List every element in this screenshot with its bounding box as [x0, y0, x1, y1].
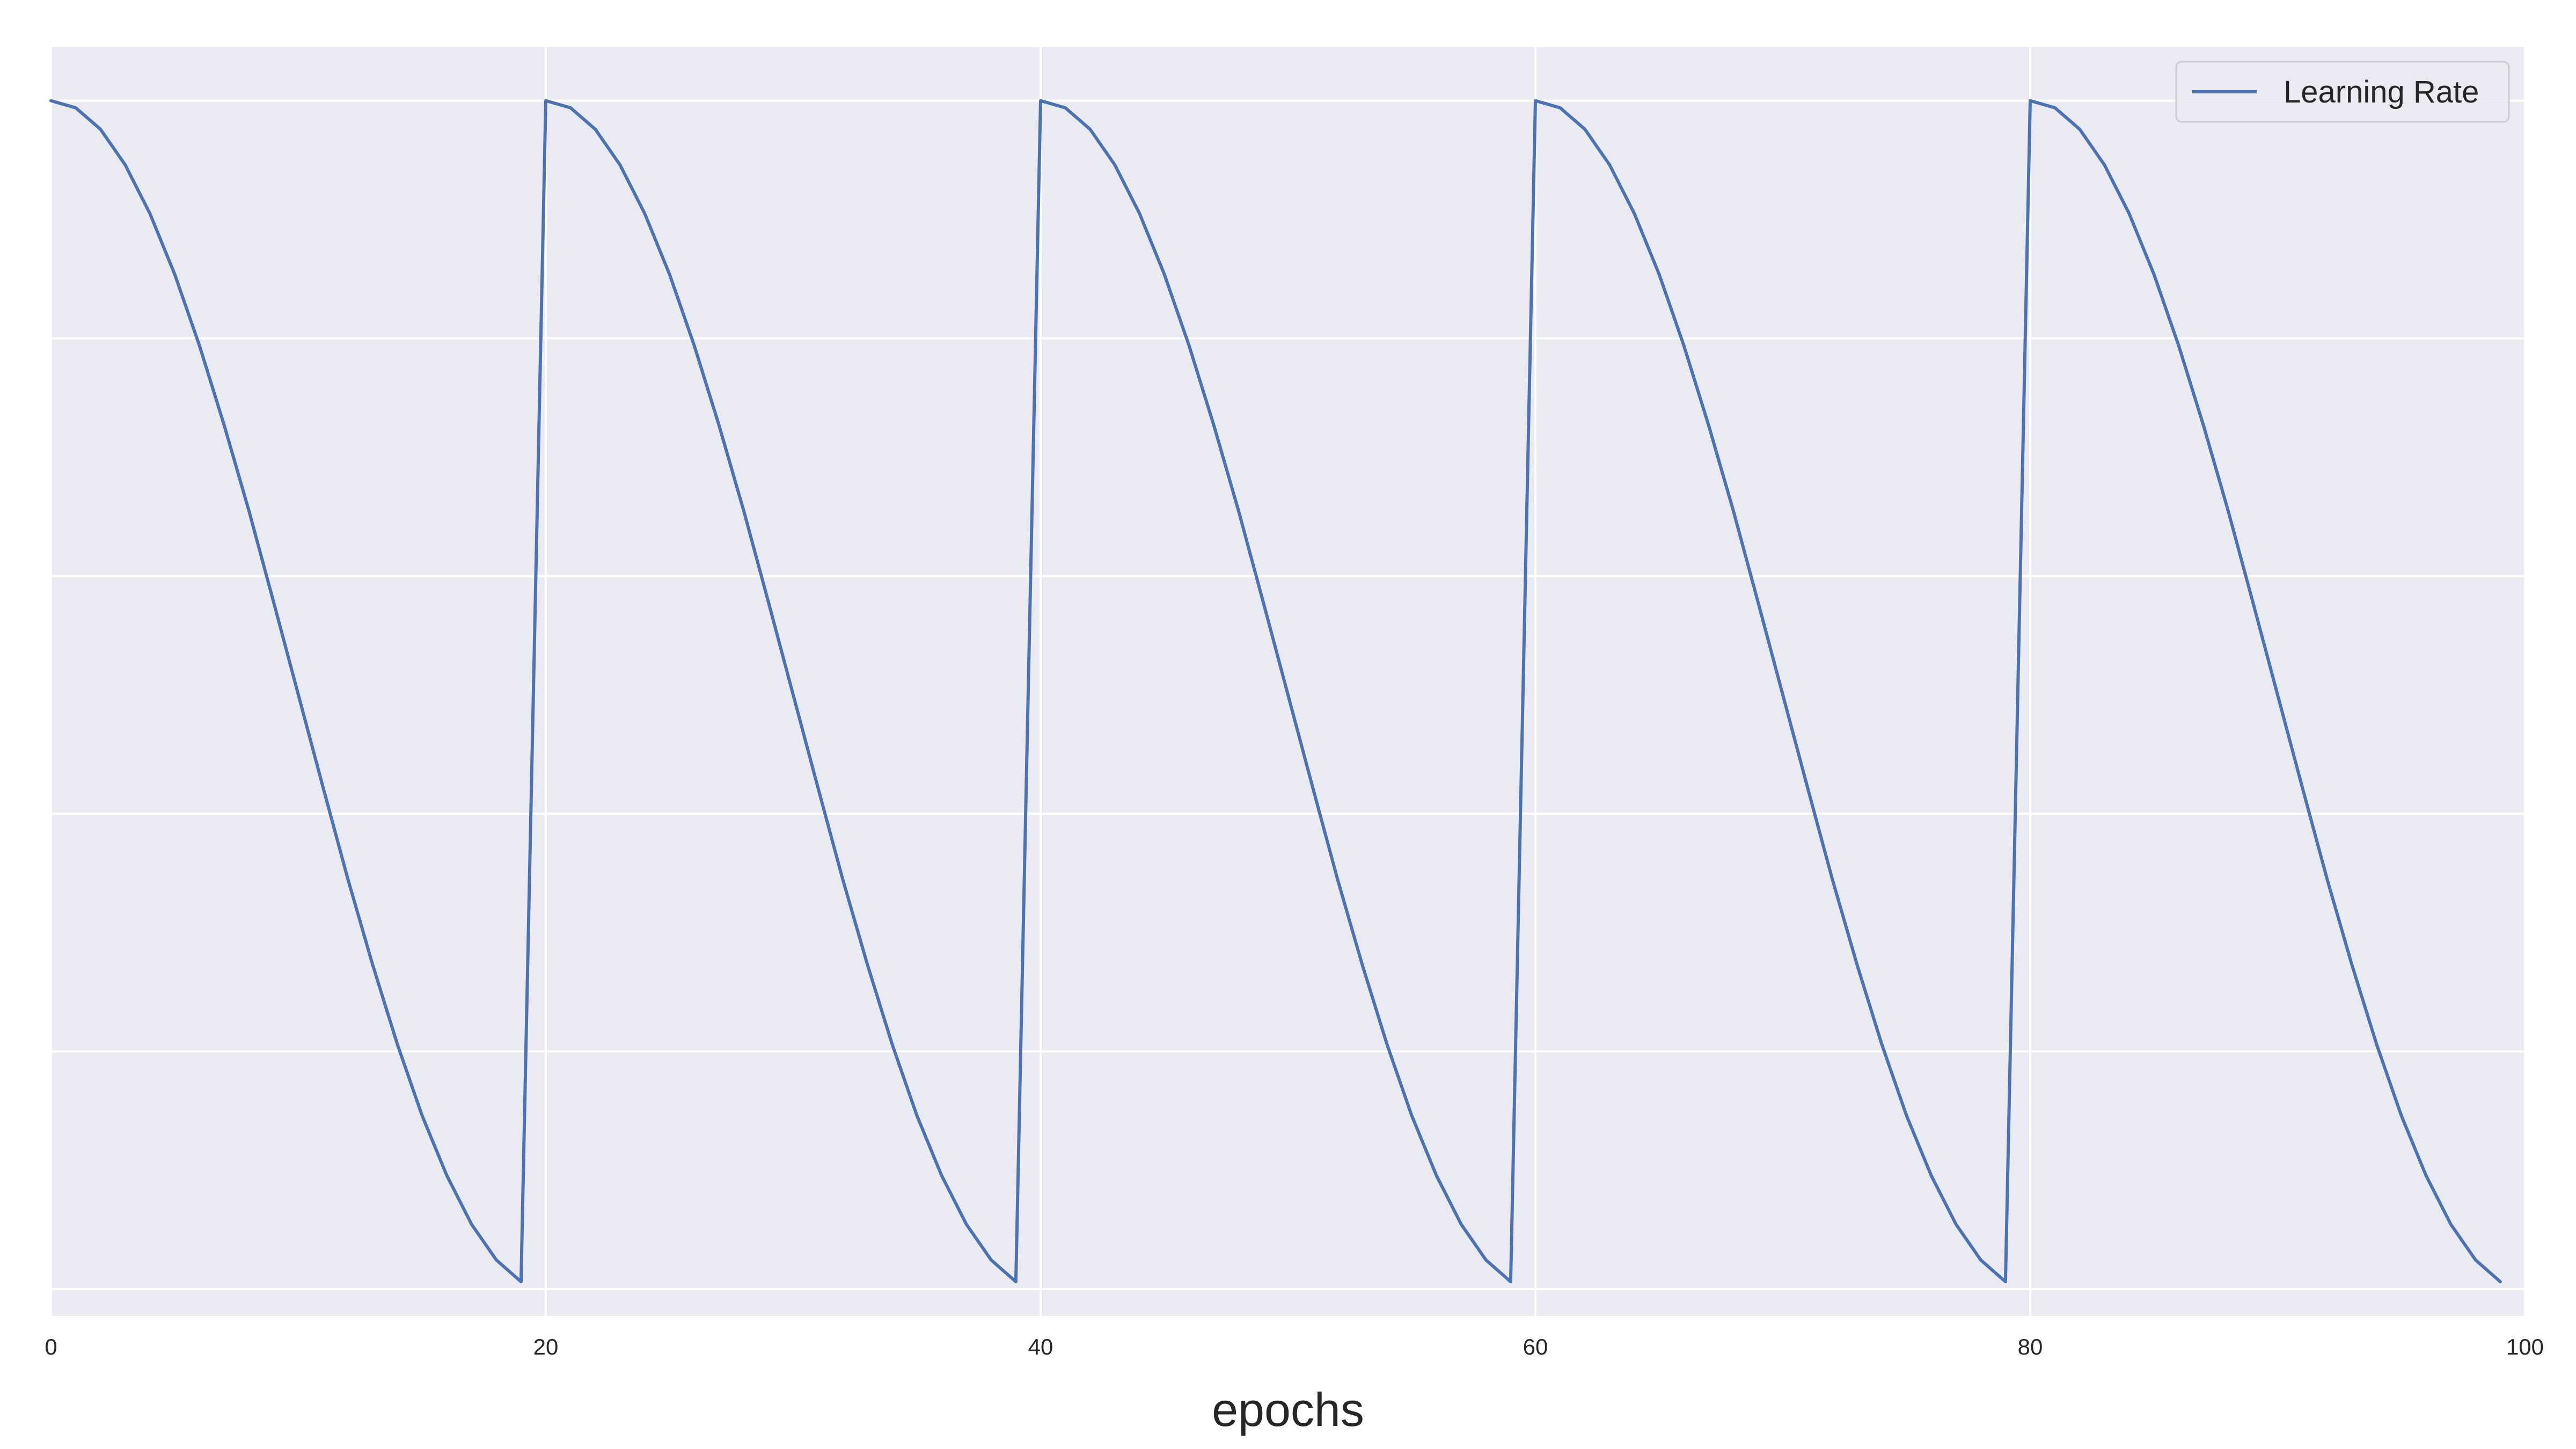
x-tick-label-0: 0 [45, 1334, 57, 1359]
legend-entry-0: Learning Rate [2284, 75, 2479, 109]
legend-box [2175, 61, 2510, 123]
y-gridlines [51, 99, 2525, 1290]
x-tick-label-3: 60 [1523, 1334, 1548, 1359]
x-tick-labels: 0 20 40 60 80 100 [45, 1334, 2544, 1359]
plot-background [51, 47, 2525, 1316]
x-axis-label: epochs [1212, 1383, 1364, 1436]
series-layer [49, 99, 2502, 1284]
x-tick-label-4: 80 [2018, 1334, 2043, 1359]
legend: Learning Rate [2175, 61, 2510, 123]
x-tick-label-2: 40 [1028, 1334, 1053, 1359]
x-tick-label-1: 20 [533, 1334, 559, 1359]
x-gridlines [50, 47, 2526, 1316]
x-tick-label-5: 100 [2506, 1334, 2544, 1359]
series-line-0 [49, 99, 2502, 1284]
